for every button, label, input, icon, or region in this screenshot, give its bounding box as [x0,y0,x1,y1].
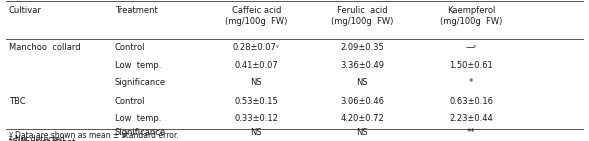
Text: Data are shown as mean ± standard error.: Data are shown as mean ± standard error. [15,131,178,140]
Text: 4.20±0.72: 4.20±0.72 [340,114,384,123]
Text: TBC: TBC [9,97,25,106]
Text: 0.28±0.07ʸ: 0.28±0.07ʸ [233,43,280,52]
Text: 1.50±0.61: 1.50±0.61 [449,61,493,70]
Text: Significance: Significance [115,128,166,137]
Text: 0.33±0.12: 0.33±0.12 [234,114,278,123]
Text: **: ** [467,128,475,137]
Text: 2.09±0.35: 2.09±0.35 [340,43,384,52]
Text: Nonsignificant.: Nonsignificant. [21,138,78,141]
Text: Cultivar: Cultivar [9,6,42,15]
Text: 3.36±0.49: 3.36±0.49 [340,61,384,70]
Text: 0.41±0.07: 0.41±0.07 [234,61,278,70]
Text: NS: NS [356,78,368,87]
Text: 2.23±0.44: 2.23±0.44 [449,114,493,123]
Text: NS: NS [9,138,18,141]
Text: Low  temp.: Low temp. [115,61,161,70]
Text: Low  temp.: Low temp. [115,114,161,123]
Text: NS: NS [250,128,262,137]
Text: 0.63±0.16: 0.63±0.16 [449,97,493,106]
Text: Treatment: Treatment [115,6,158,15]
Text: Significance: Significance [115,78,166,87]
Text: Control: Control [115,43,145,52]
Text: 0.53±0.15: 0.53±0.15 [234,97,278,106]
Text: Control: Control [115,97,145,106]
Text: —ʸ: —ʸ [465,43,477,52]
Text: y: y [9,131,13,137]
Text: Not detected.: Not detected. [15,135,67,141]
Text: *: * [469,78,474,87]
Text: Kaempferol
(mg/100g  FW): Kaempferol (mg/100g FW) [440,6,502,26]
Text: Manchoo  collard: Manchoo collard [9,43,81,52]
Text: NS: NS [356,128,368,137]
Text: 3.06±0.46: 3.06±0.46 [340,97,384,106]
Text: Ferulic  acid
(mg/100g  FW): Ferulic acid (mg/100g FW) [331,6,393,26]
Text: Caffeic acid
(mg/100g  FW): Caffeic acid (mg/100g FW) [225,6,287,26]
Text: NS: NS [250,78,262,87]
Text: z: z [9,135,12,141]
